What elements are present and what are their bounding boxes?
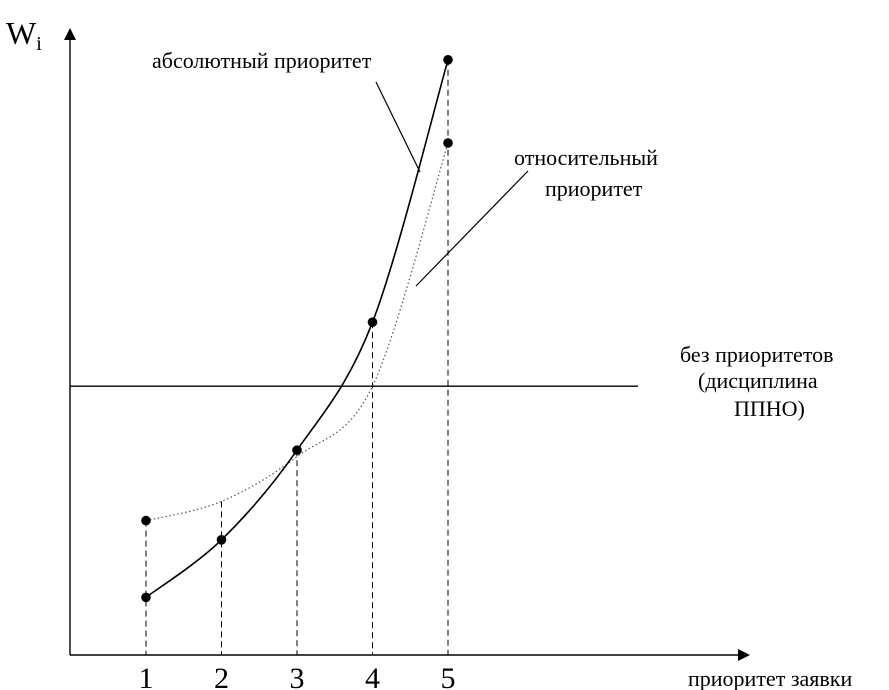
relative-priority-label-line1: относительный	[514, 145, 658, 170]
absolute-priority-point	[292, 445, 302, 456]
x-tick-label: 5	[441, 662, 456, 690]
absolute-priority-point	[443, 55, 453, 65]
absolute-priority-label: абсолютный приоритет	[152, 48, 372, 73]
x-axis-label: приоритет заявки	[688, 666, 852, 690]
y-axis-label: Wi	[6, 15, 42, 55]
absolute-priority-point	[141, 592, 151, 603]
no-priority-label-line3: ППНО)	[734, 396, 805, 421]
axes	[64, 28, 750, 661]
relative-label-leader	[415, 170, 529, 287]
relative-priority-point	[443, 138, 453, 148]
x-tick-label: 1	[139, 662, 154, 690]
x-tick-label: 4	[365, 662, 380, 690]
data-points	[141, 55, 453, 603]
absolute-priority-curve	[145, 59, 449, 599]
y-axis-label-sub: i	[36, 33, 42, 55]
relative-priority-point	[141, 515, 151, 526]
absolute-priority-point	[367, 317, 378, 328]
relative-priority-curve	[145, 142, 449, 522]
x-tick-labels: 1 2 3 4 5	[139, 662, 456, 690]
drop-lines	[145, 59, 449, 655]
x-tick-label: 3	[290, 662, 305, 690]
absolute-label-leader	[375, 81, 421, 173]
no-priority-label-line1: без приоритетов	[680, 342, 834, 367]
x-tick-label: 2	[214, 662, 229, 690]
relative-priority-label-line2: приоритет	[545, 176, 643, 201]
no-priority-label-line2: (дисциплина	[698, 368, 818, 393]
absolute-priority-point	[216, 535, 227, 545]
y-axis-label-main: W	[6, 15, 37, 51]
